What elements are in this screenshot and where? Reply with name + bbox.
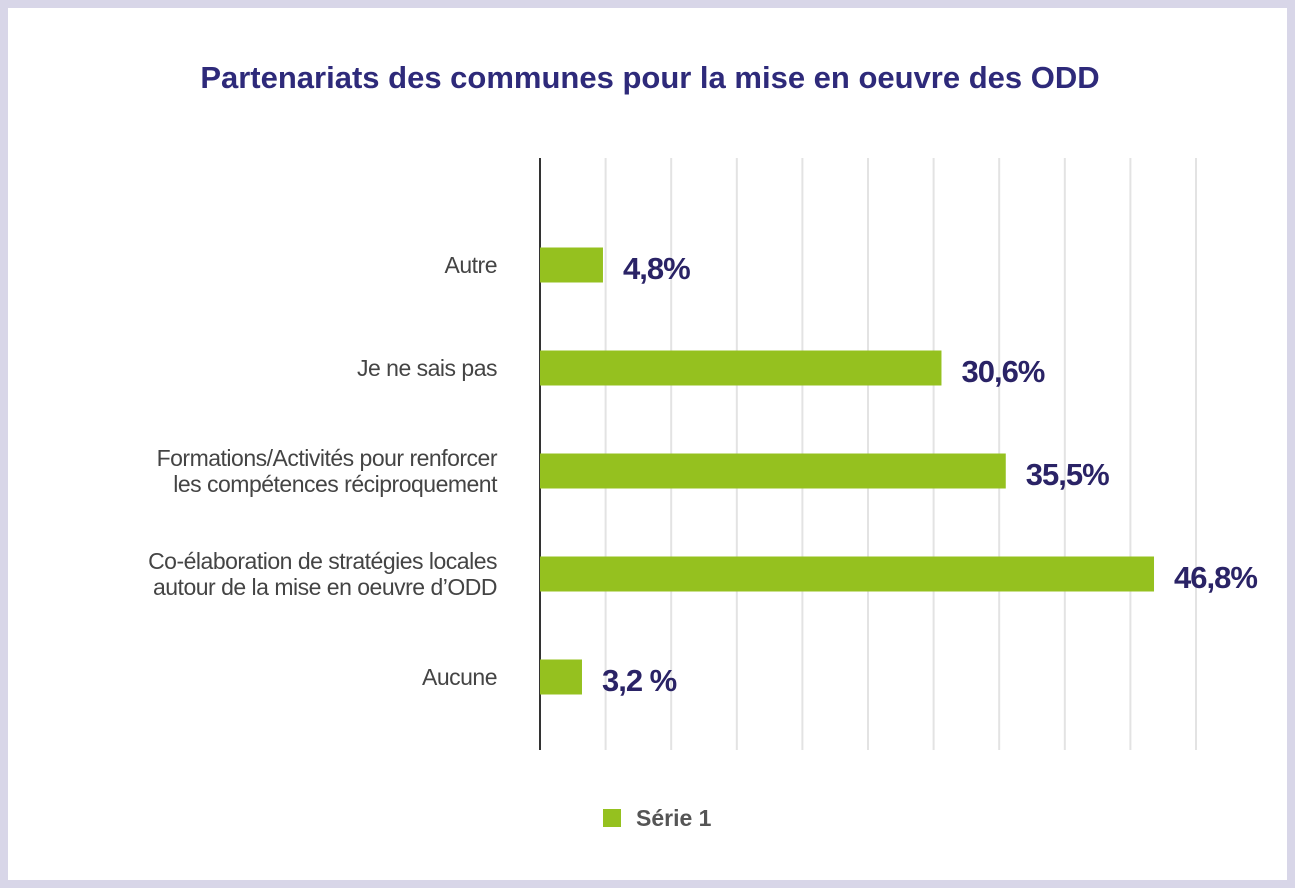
y-tick-label: Aucune bbox=[421, 664, 498, 690]
y-tick-label: Autre bbox=[444, 252, 498, 278]
y-tick-label: Je ne sais pas bbox=[356, 355, 498, 381]
bar bbox=[540, 556, 1155, 592]
legend-swatch bbox=[603, 809, 621, 827]
y-tick-label: Co-élaboration de stratégies locales aut… bbox=[148, 548, 497, 600]
bar bbox=[540, 453, 1006, 489]
legend-label: Série 1 bbox=[636, 805, 712, 831]
value-label: 30,6% bbox=[961, 354, 1044, 389]
bar bbox=[540, 247, 603, 283]
bar bbox=[540, 350, 942, 386]
value-label: 4,8% bbox=[623, 251, 690, 286]
bar bbox=[540, 659, 582, 695]
value-label: 3,2 % bbox=[602, 663, 677, 698]
value-label: 35,5% bbox=[1026, 457, 1109, 492]
chart-title: Partenariats des communes pour la mise e… bbox=[200, 60, 1099, 95]
y-tick-label: Formations/Activités pour renforcer les … bbox=[156, 445, 498, 497]
value-label: 46,8% bbox=[1174, 560, 1257, 595]
